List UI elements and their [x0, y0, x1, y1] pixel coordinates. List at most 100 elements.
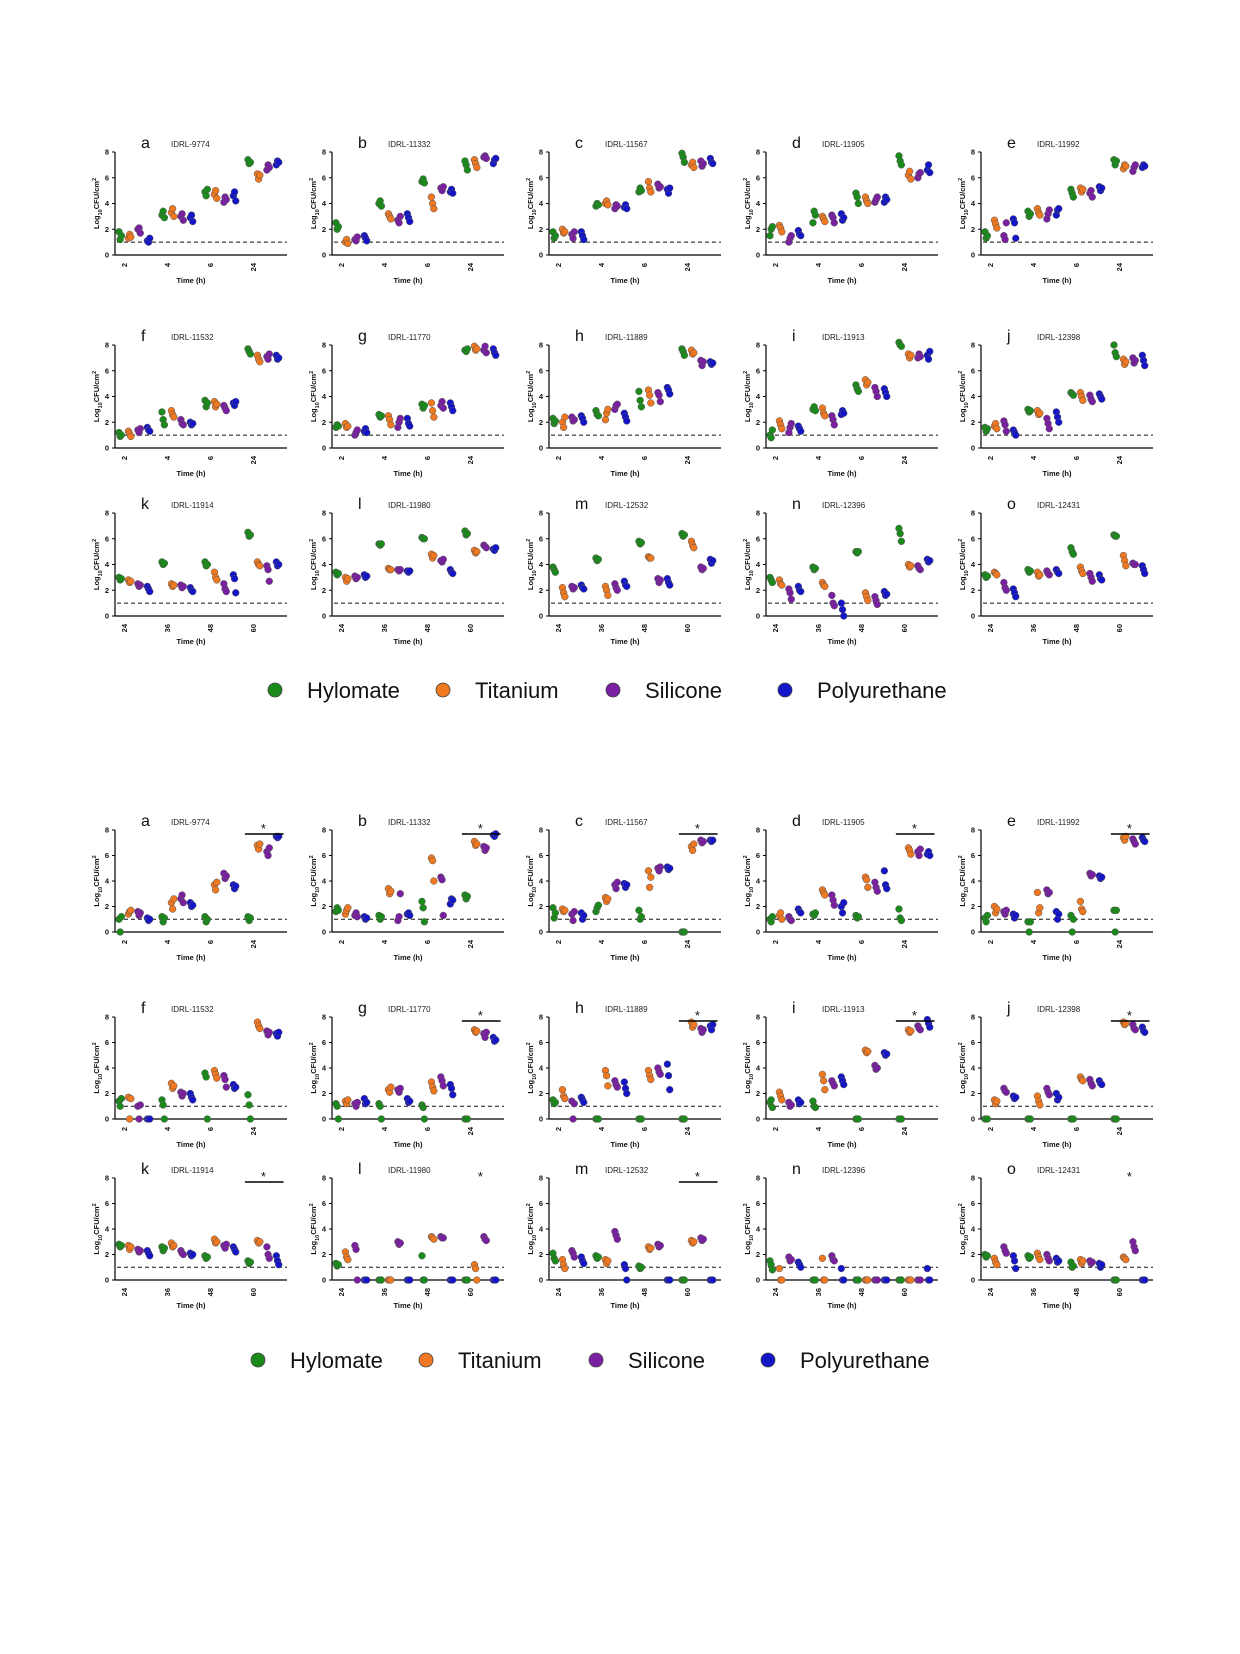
- y-tick-label: 2: [971, 1250, 975, 1259]
- point-polyurethane: [709, 159, 717, 168]
- point-titanium: [993, 905, 1001, 913]
- point-titanium: [256, 562, 264, 570]
- panel-letter: o: [1007, 496, 1016, 513]
- point-silicone: [656, 1241, 664, 1250]
- point-silicone: [178, 210, 186, 218]
- point-hylomate: [1069, 391, 1078, 399]
- point-titanium: [170, 1082, 178, 1090]
- point-hylomate: [594, 412, 603, 420]
- point-titanium: [862, 876, 871, 884]
- point-polyurethane: [623, 417, 631, 425]
- point-hylomate: [160, 1115, 169, 1123]
- point-polyurethane: [406, 567, 414, 575]
- point-silicone: [222, 1083, 230, 1091]
- point-titanium: [690, 544, 698, 552]
- y-tick-label: 6: [322, 534, 326, 543]
- legend-top: Hylomate Titanium Silicone Polyurethane: [267, 678, 947, 703]
- point-hylomate: [203, 560, 212, 569]
- point-hylomate: [420, 401, 429, 410]
- point-titanium: [647, 554, 655, 562]
- strain-label: IDRL-9774: [171, 818, 210, 827]
- x-axis-label: Time (h): [176, 1301, 206, 1310]
- point-silicone: [830, 421, 838, 429]
- point-polyurethane: [1141, 837, 1149, 846]
- point-hylomate: [376, 1102, 384, 1110]
- x-tick-label: 24: [900, 455, 909, 464]
- point-silicone: [1088, 398, 1096, 406]
- point-hylomate: [418, 897, 426, 906]
- point-titanium: [1079, 396, 1087, 405]
- strain-label: IDRL-12532: [605, 1166, 649, 1175]
- point-titanium: [430, 205, 438, 213]
- point-hylomate: [116, 928, 124, 936]
- x-tick-label: 4: [1029, 262, 1038, 267]
- x-tick-label: 60: [683, 1288, 692, 1296]
- point-polyurethane: [363, 428, 371, 437]
- point-polyurethane: [709, 556, 717, 565]
- point-silicone: [830, 1257, 838, 1265]
- point-polyurethane: [187, 211, 196, 219]
- strain-label: IDRL-11980: [388, 1166, 431, 1175]
- x-tick-label: 48: [423, 624, 432, 632]
- point-silicone: [656, 183, 664, 191]
- y-tick-label: 4: [105, 560, 110, 569]
- x-tick-label: 6: [640, 456, 649, 460]
- x-tick-label: 24: [900, 1126, 909, 1135]
- point-titanium: [864, 883, 872, 892]
- y-axis-label: Log10CFU/cm2: [309, 371, 321, 422]
- point-polyurethane: [230, 188, 239, 196]
- x-axis-label: Time (h): [176, 276, 206, 285]
- point-polyurethane: [275, 354, 283, 362]
- x-tick-label: 2: [120, 263, 129, 267]
- point-polyurethane: [189, 1250, 197, 1259]
- y-tick-label: 2: [756, 418, 760, 427]
- point-polyurethane: [840, 409, 848, 417]
- legend-label-hylomate: Hylomate: [307, 678, 400, 703]
- y-tick-label: 0: [971, 1115, 975, 1124]
- point-hylomate: [419, 904, 427, 912]
- point-titanium: [864, 199, 872, 208]
- y-tick-label: 6: [105, 851, 109, 860]
- point-polyurethane: [275, 1028, 283, 1036]
- point-silicone: [136, 1101, 144, 1109]
- point-silicone: [570, 228, 578, 236]
- point-silicone: [1088, 193, 1096, 201]
- x-axis-label: Time (h): [1042, 637, 1072, 646]
- y-tick-label: 2: [322, 1089, 326, 1098]
- point-hylomate: [334, 569, 343, 578]
- x-tick-label: 24: [683, 1126, 692, 1135]
- x-axis-label: Time (h): [393, 953, 423, 962]
- x-tick-label: 24: [554, 1287, 563, 1296]
- x-tick-label: 36: [163, 624, 172, 632]
- x-tick-label: 4: [597, 1126, 606, 1131]
- strain-label: IDRL-11889: [605, 1005, 648, 1014]
- point-titanium: [821, 1276, 829, 1284]
- point-titanium: [819, 1077, 828, 1085]
- y-tick-label: 6: [105, 366, 109, 375]
- y-tick-label: 2: [105, 225, 109, 234]
- point-hylomate: [1025, 928, 1033, 936]
- point-silicone: [1088, 577, 1096, 585]
- point-polyurethane: [232, 1248, 240, 1256]
- point-silicone: [787, 232, 795, 240]
- point-polyurethane: [883, 1276, 891, 1284]
- point-silicone: [482, 544, 490, 552]
- point-hylomate: [1068, 928, 1076, 936]
- x-tick-label: 6: [857, 263, 866, 267]
- point-hylomate: [854, 547, 863, 556]
- y-tick-label: 8: [971, 1174, 975, 1183]
- y-tick-label: 8: [971, 826, 975, 835]
- y-tick-label: 4: [539, 1064, 544, 1073]
- point-hylomate: [117, 1094, 126, 1103]
- point-polyurethane: [666, 1086, 674, 1094]
- y-tick-label: 8: [971, 509, 975, 518]
- point-titanium: [430, 877, 438, 885]
- x-tick-label: 4: [597, 939, 606, 944]
- point-silicone: [570, 1253, 578, 1261]
- point-polyurethane: [1055, 910, 1063, 918]
